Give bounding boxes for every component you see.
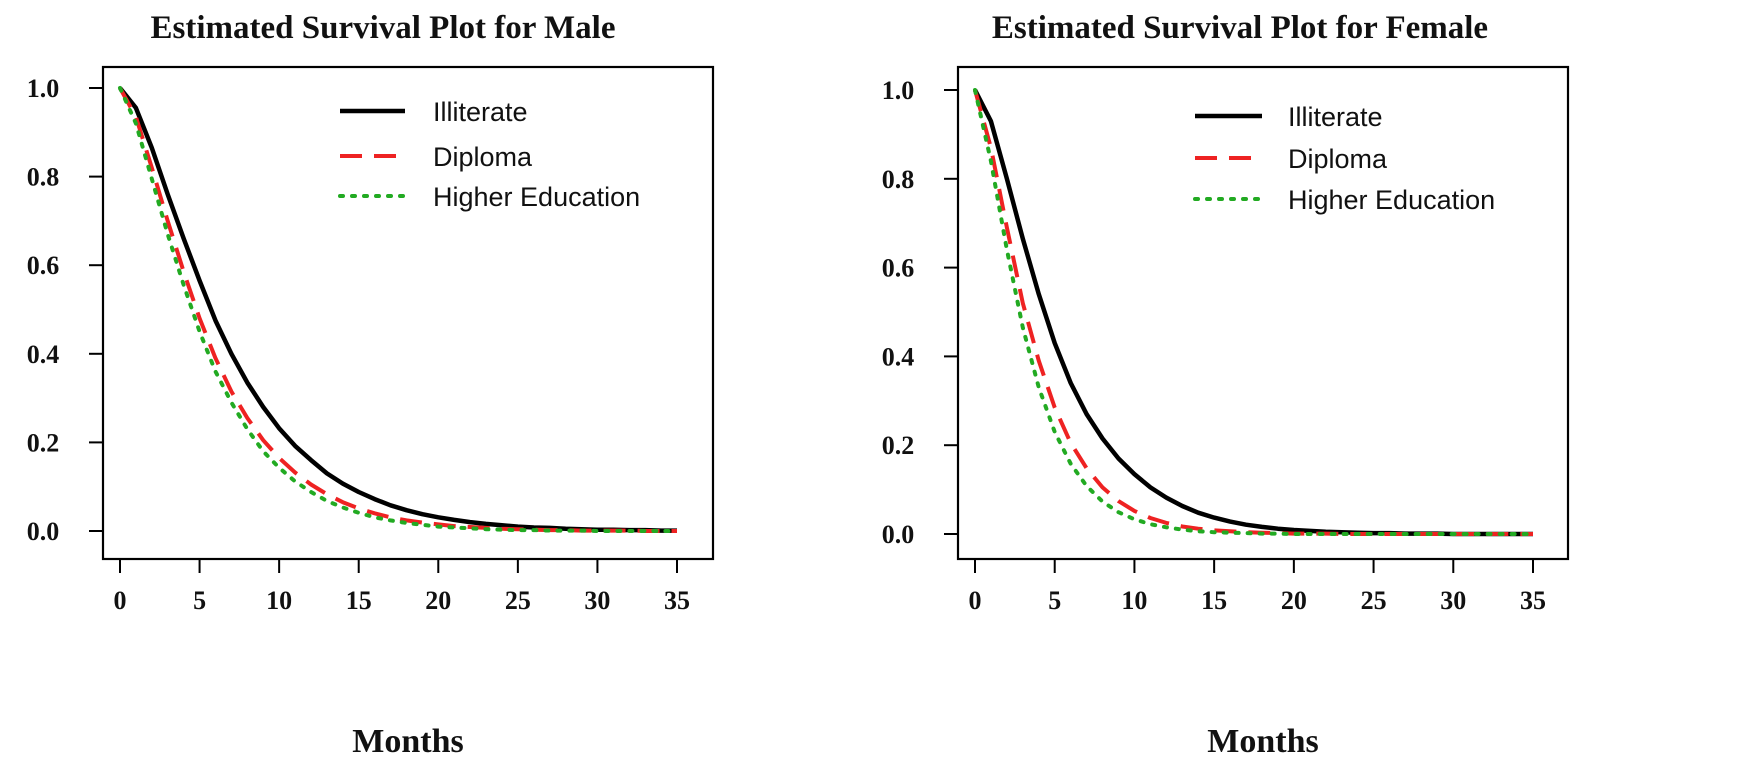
y-tick-label: 0.4	[27, 340, 60, 369]
x-tick-label: 0	[969, 586, 982, 615]
legend-label: Diploma	[1288, 144, 1388, 174]
chart-title: Estimated Survival Plot for Female	[992, 10, 1488, 46]
chart-panel-male: Estimated Survival Plot for Male 0.0 0.2 0.…	[27, 10, 715, 760]
legend-label: Diploma	[433, 142, 533, 172]
series-line-higher-education	[973, 88, 1535, 536]
plot-frame	[101, 65, 715, 561]
series-line-diploma	[973, 89, 1533, 536]
x-tick-label: 0	[114, 586, 127, 615]
series-line-illiterate	[118, 86, 677, 533]
x-tick-label: 25	[505, 586, 531, 615]
x-axis-label: Months	[352, 723, 463, 760]
chart-panel-female: Estimated Survival Plot for Female 0.0 0.2…	[882, 10, 1570, 760]
legend-label: Illiterate	[433, 97, 528, 127]
legend-label: Higher Education	[433, 182, 640, 212]
x-tick-label: 5	[193, 586, 206, 615]
x-tick-label: 10	[1121, 586, 1147, 615]
x-tick-label: 5	[1048, 586, 1061, 615]
y-tick-label: 0.6	[882, 254, 915, 283]
legend: Illiterate Diploma Higher Education	[1193, 102, 1495, 215]
x-tick-label: 30	[1440, 586, 1466, 615]
x-tick-label: 10	[266, 586, 292, 615]
y-tick-label: 1.0	[882, 76, 915, 105]
x-tick-label: 20	[1281, 586, 1307, 615]
y-tick-label: 0.4	[882, 342, 915, 371]
x-tick-label: 25	[1361, 586, 1387, 615]
x-tick-label: 30	[584, 586, 610, 615]
series-line-diploma	[118, 87, 677, 533]
plot-frame	[956, 65, 1570, 561]
series-line-illiterate	[972, 88, 1533, 537]
x-tick-label: 20	[425, 586, 451, 615]
x-tick-label: 15	[346, 586, 372, 615]
legend-label: Illiterate	[1288, 102, 1383, 132]
y-tick-label: 0.2	[27, 428, 60, 457]
chart-title: Estimated Survival Plot for Male	[151, 10, 616, 46]
y-tick-label: 0.0	[27, 517, 60, 546]
y-tick-label: 0.2	[882, 431, 915, 460]
x-tick-label: 15	[1201, 586, 1227, 615]
series-line-higher-education	[118, 86, 679, 533]
y-tick-label: 0.6	[27, 251, 60, 280]
legend-label: Higher Education	[1288, 185, 1495, 215]
x-tick-label: 35	[1520, 586, 1546, 615]
y-tick-label: 1.0	[27, 74, 60, 103]
legend: Illiterate Diploma Higher Education	[338, 97, 640, 212]
y-tick-label: 0.8	[882, 165, 915, 194]
y-tick-label: 0.8	[27, 163, 60, 192]
x-tick-label: 35	[664, 586, 690, 615]
y-tick-label: 0.0	[882, 520, 915, 549]
x-axis-label: Months	[1207, 723, 1318, 760]
